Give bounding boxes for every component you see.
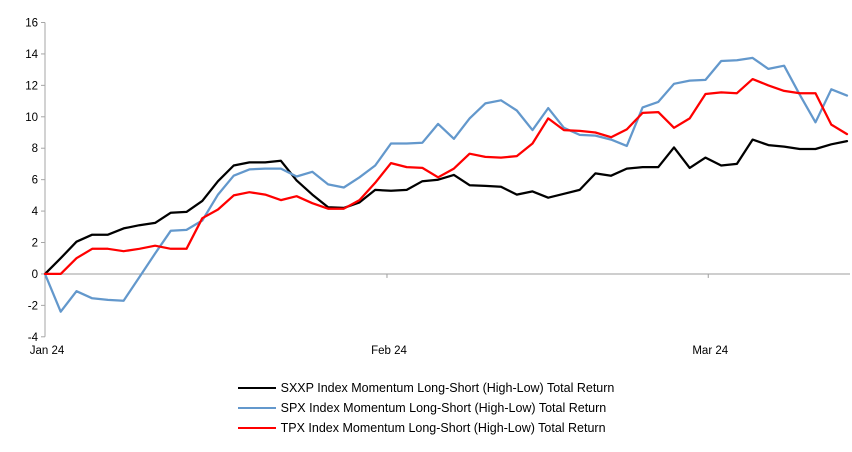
series-line-sxxp [43,138,849,276]
y-tick-label: 4 [32,206,39,218]
legend-label-spx: SPX Index Momentum Long-Short (High-Low)… [280,401,607,415]
legend-item-sxxp: SXXP Index Momentum Long-Short (High-Low… [237,378,615,398]
legend-label-sxxp: SXXP Index Momentum Long-Short (High-Low… [280,381,615,395]
y-tick-label: 2 [32,238,38,250]
series-line-spx [43,56,849,313]
y-tick-label: -4 [28,332,39,344]
legend-item-tpx: TPX Index Momentum Long-Short (High-Low)… [237,418,606,438]
x-tick-label: Jan 24 [30,345,65,357]
y-tick-label: 16 [25,18,38,30]
legend-label-tpx: TPX Index Momentum Long-Short (High-Low)… [280,421,606,435]
tpx-line-swatch-icon [237,427,276,429]
y-tick-label: -2 [28,300,38,312]
spx-line-swatch-icon [237,407,276,409]
chart-legend: SXXP Index Momentum Long-Short (High-Low… [0,378,852,438]
legend-item-spx: SPX Index Momentum Long-Short (High-Low)… [237,398,607,418]
y-tick-label: 8 [32,143,38,155]
y-tick-label: 0 [32,269,38,281]
x-tick-label: Feb 24 [371,345,407,357]
y-tick-label: 6 [32,175,38,187]
y-tick-label: 12 [25,80,38,92]
y-tick-label: 10 [25,112,38,124]
sxxp-line-swatch-icon [237,387,276,389]
series-line-tpx [43,77,849,276]
x-tick-label: Mar 24 [692,345,728,357]
y-tick-label: 14 [25,49,38,61]
